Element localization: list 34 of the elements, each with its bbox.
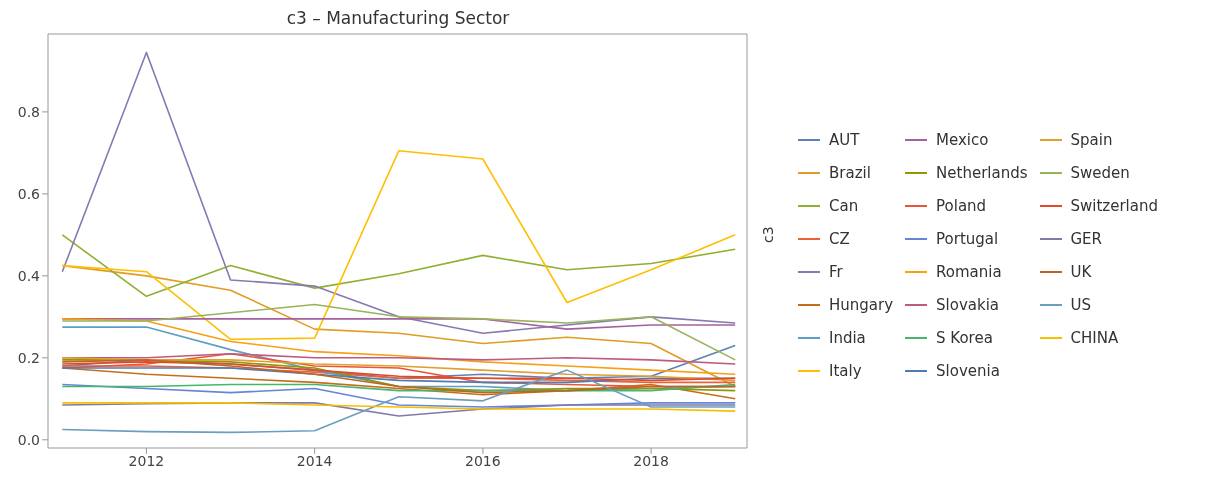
legend-label: Fr [829,262,843,281]
legend-label: Spain [1070,130,1113,149]
legend-label: Sweden [1070,163,1130,182]
y-tick-label: 0.4 [17,267,41,284]
legend-label: Poland [936,196,987,215]
legend-label: Netherlands [936,163,1028,182]
legend-label: GER [1070,229,1103,248]
legend-label: India [829,328,866,347]
legend-label: Slovenia [936,361,1000,380]
legend-label: Hungary [829,295,894,314]
legend-label: UK [1070,262,1092,281]
legend-label: Can [829,196,859,215]
y-tick-label: 0.6 [17,185,41,202]
legend-label: Switzerland [1070,196,1158,215]
legend-label: S Korea [936,328,993,347]
chart-title: c3 – Manufacturing Sector [285,8,511,28]
x-tick-label: 2014 [296,452,333,469]
y-tick-label: 0.8 [17,103,40,120]
legend-label: Portugal [936,229,999,248]
y-axis-title: c3 [760,226,776,243]
legend-label: Romania [936,262,1002,281]
y-tick-label: 0.2 [17,349,40,366]
legend-label: CHINA [1070,328,1119,347]
legend-label: AUT [829,130,860,149]
x-tick-label: 2012 [128,452,165,469]
legend-label: US [1070,295,1092,314]
x-tick-label: 2018 [633,452,669,469]
legend-label: Italy [829,361,862,380]
legend-label: CZ [829,229,850,248]
legend-label: Brazil [829,163,871,182]
x-tick-label: 2016 [465,452,501,469]
y-tick-label: 0.0 [17,431,40,448]
legend-label: Slovakia [936,295,1000,314]
legend-label: Mexico [936,130,989,149]
